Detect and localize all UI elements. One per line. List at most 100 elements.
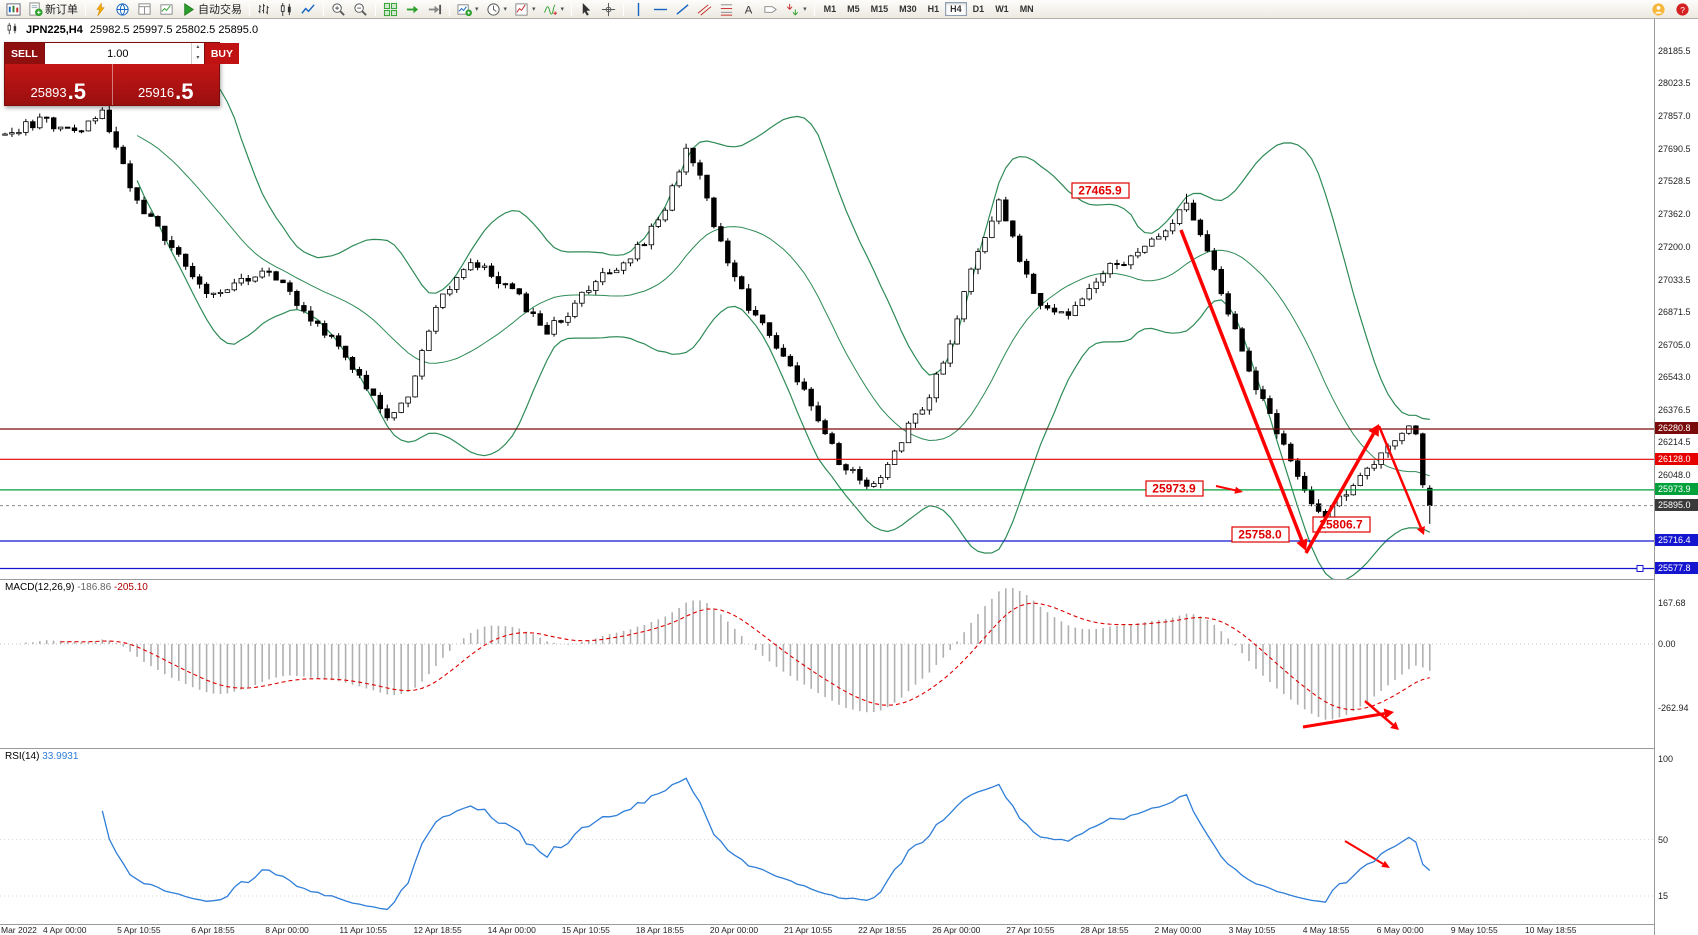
fibonacci-tool-button[interactable] — [716, 1, 737, 18]
trend-arrow-object[interactable] — [1377, 425, 1425, 535]
expert-advisors-button[interactable] — [90, 1, 111, 18]
timeframe-M1[interactable]: M1 — [823, 4, 837, 14]
channel-tool-button[interactable] — [694, 1, 715, 18]
period-clock-icon — [486, 2, 501, 17]
toolbar: 新订单 自动交易 ▾ ▾ ▾ ▾ A ▾ M1 M5 M15 M30 H1 H4 D1 W1 MN? — [0, 0, 1698, 19]
price-axis-label: 26214.5 — [1658, 437, 1691, 448]
time-axis-label: 20 Apr 00:00 — [709, 925, 759, 935]
trend-arrow-object[interactable] — [1179, 229, 1308, 551]
market-watch-button[interactable] — [112, 1, 133, 18]
strategy-tester-button[interactable] — [156, 1, 177, 18]
templates-button[interactable]: ▾ — [511, 1, 539, 18]
timeframe-D1[interactable]: D1 — [972, 4, 985, 14]
panel-divider[interactable] — [0, 579, 1698, 580]
timeframe-H4[interactable]: H4 — [945, 2, 967, 16]
timeframe-M5[interactable]: M5 — [847, 4, 860, 14]
timeframe-MN[interactable]: MN — [1019, 4, 1034, 14]
rsi-indicator-label: RSI(14) 33.9931 — [5, 751, 79, 762]
buy-price[interactable]: 25916.5 — [113, 64, 220, 105]
time-axis-label: 15 Apr 10:55 — [561, 925, 610, 935]
svg-text:25758.0: 25758.0 — [1238, 528, 1282, 542]
data-window-button[interactable] — [134, 1, 155, 18]
toolbar-button-label: 新订单 — [45, 4, 78, 16]
bars-chart-icon — [257, 2, 272, 17]
time-axis-label: 4 May 18:55 — [1302, 925, 1350, 935]
auto-scroll-button[interactable] — [402, 1, 423, 18]
trendline-icon — [675, 2, 690, 17]
price-annotation-label[interactable]: 27465.9 — [1071, 182, 1130, 199]
tile-windows-button[interactable] — [380, 1, 401, 18]
trendline-tool-button[interactable] — [672, 1, 693, 18]
autotrading-button[interactable]: 自动交易 — [178, 1, 245, 18]
periods-button[interactable]: ▾ — [483, 1, 511, 18]
trend-arrow-object[interactable] — [1302, 708, 1394, 729]
toolbar-separator — [249, 2, 250, 16]
help-button[interactable]: ? — [1672, 1, 1693, 18]
chart-icon — [6, 22, 19, 38]
zoom-out-button[interactable] — [350, 1, 371, 18]
price-axis-label: 27033.5 — [1658, 274, 1691, 285]
timeframe-M15[interactable]: M15 — [870, 4, 889, 14]
zoom-in-icon — [331, 2, 346, 17]
volume-input[interactable] — [44, 43, 191, 64]
crosshair-tool-button[interactable] — [598, 1, 619, 18]
chart-shift-button[interactable] — [424, 1, 445, 18]
time-axis-label: 11 Apr 10:55 — [339, 925, 387, 935]
bar-chart-button[interactable] — [254, 1, 275, 18]
candlestick-chart-button[interactable] — [276, 1, 297, 18]
horizontal-line-tool-button[interactable] — [650, 1, 671, 18]
market-watch-icon — [115, 2, 130, 17]
arrows-tool-button[interactable]: ▾ — [782, 1, 810, 18]
main-chart[interactable]: 27465.9 25973.9 25758.0 25806.7 — [0, 19, 1654, 579]
label-tool-button[interactable] — [760, 1, 781, 18]
sell-button[interactable]: SELL — [5, 43, 44, 64]
zoom-in-button[interactable] — [328, 1, 349, 18]
new-order-button[interactable]: 新订单 — [25, 1, 81, 18]
fibonacci-icon — [719, 2, 734, 17]
timeframe-M30[interactable]: M30 — [899, 4, 917, 14]
panel-divider[interactable] — [0, 748, 1698, 749]
line-chart-button[interactable] — [298, 1, 319, 18]
time-axis-label: 9 May 10:55 — [1450, 925, 1498, 935]
sell-price[interactable]: 25893.5 — [5, 64, 113, 105]
expert-advisor-icon — [93, 1, 108, 17]
data-window-icon — [137, 2, 152, 17]
price-annotation-label[interactable]: 25758.0 — [1231, 526, 1290, 543]
price-annotation-label[interactable]: 25973.9 — [1145, 480, 1204, 497]
indicators-button[interactable]: ▾ — [540, 1, 568, 18]
volume-up-button[interactable]: ▴ — [196, 44, 200, 50]
indicators-icon — [543, 2, 558, 17]
hline-icon — [653, 2, 668, 17]
chart-title-row: JPN225,H4 25982.5 25997.5 25802.5 25895.… — [6, 22, 258, 38]
toolbar-separator — [623, 2, 625, 16]
volume-down-button[interactable]: ▾ — [196, 54, 200, 61]
price-axis-label: 27857.0 — [1658, 111, 1691, 122]
buy-button[interactable]: BUY — [204, 43, 240, 64]
timeframe-W1[interactable]: W1 — [995, 4, 1009, 14]
vertical-line-tool-button[interactable] — [628, 1, 649, 18]
line-handle[interactable] — [1636, 565, 1644, 572]
chart-window-icon[interactable] — [3, 1, 24, 18]
cursor-icon — [579, 2, 594, 17]
trend-arrow-object[interactable] — [1364, 700, 1399, 730]
timeframe-H1[interactable]: H1 — [927, 4, 940, 14]
new-chart-button[interactable]: ▾ — [454, 1, 482, 18]
trend-arrow-object[interactable] — [1215, 485, 1243, 494]
community-icon — [1651, 2, 1666, 17]
zoom-out-icon — [353, 2, 368, 17]
price-axis-label: 28185.5 — [1658, 46, 1691, 56]
macd-axis-label: -262.94 — [1658, 702, 1689, 713]
text-tool-button[interactable]: A — [738, 1, 759, 18]
macd-panel[interactable] — [0, 580, 1654, 748]
community-button[interactable] — [1648, 1, 1669, 18]
toolbar-separator — [323, 2, 324, 16]
trend-arrow-object[interactable] — [1304, 424, 1379, 554]
time-axis-label: 22 Apr 18:55 — [858, 925, 907, 935]
price-axis-label: 26871.5 — [1658, 306, 1691, 317]
svg-text:?: ? — [1680, 4, 1685, 14]
cursor-tool-button[interactable] — [576, 1, 597, 18]
trend-arrow-object[interactable] — [1344, 840, 1390, 868]
rsi-panel[interactable] — [0, 749, 1654, 925]
price-annotation-label[interactable]: 25806.7 — [1312, 516, 1371, 533]
time-axis-label: 3 May 10:55 — [1228, 925, 1276, 935]
